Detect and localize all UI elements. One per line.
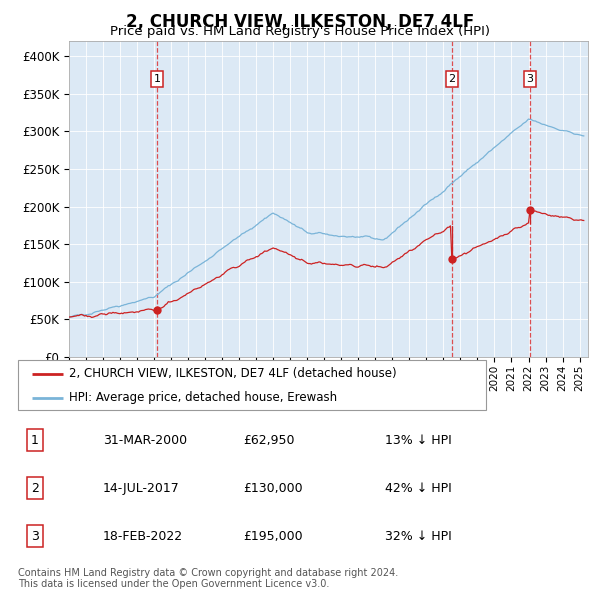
Text: £62,950: £62,950: [244, 434, 295, 447]
Text: HPI: Average price, detached house, Erewash: HPI: Average price, detached house, Erew…: [69, 391, 337, 404]
Text: Contains HM Land Registry data © Crown copyright and database right 2024.
This d: Contains HM Land Registry data © Crown c…: [18, 568, 398, 589]
Text: 2: 2: [31, 481, 39, 495]
Text: £130,000: £130,000: [244, 481, 303, 495]
Text: 42% ↓ HPI: 42% ↓ HPI: [385, 481, 451, 495]
Text: 2: 2: [448, 74, 455, 84]
Text: Price paid vs. HM Land Registry's House Price Index (HPI): Price paid vs. HM Land Registry's House …: [110, 25, 490, 38]
Text: 2, CHURCH VIEW, ILKESTON, DE7 4LF (detached house): 2, CHURCH VIEW, ILKESTON, DE7 4LF (detac…: [69, 368, 397, 381]
Text: £195,000: £195,000: [244, 530, 303, 543]
Text: 2, CHURCH VIEW, ILKESTON, DE7 4LF: 2, CHURCH VIEW, ILKESTON, DE7 4LF: [126, 13, 474, 31]
Text: 13% ↓ HPI: 13% ↓ HPI: [385, 434, 451, 447]
FancyBboxPatch shape: [18, 360, 486, 410]
Text: 1: 1: [154, 74, 160, 84]
Text: 14-JUL-2017: 14-JUL-2017: [103, 481, 179, 495]
Text: 3: 3: [526, 74, 533, 84]
Text: 3: 3: [31, 530, 39, 543]
Text: 31-MAR-2000: 31-MAR-2000: [103, 434, 187, 447]
Text: 18-FEB-2022: 18-FEB-2022: [103, 530, 183, 543]
Text: 32% ↓ HPI: 32% ↓ HPI: [385, 530, 451, 543]
Text: 1: 1: [31, 434, 39, 447]
